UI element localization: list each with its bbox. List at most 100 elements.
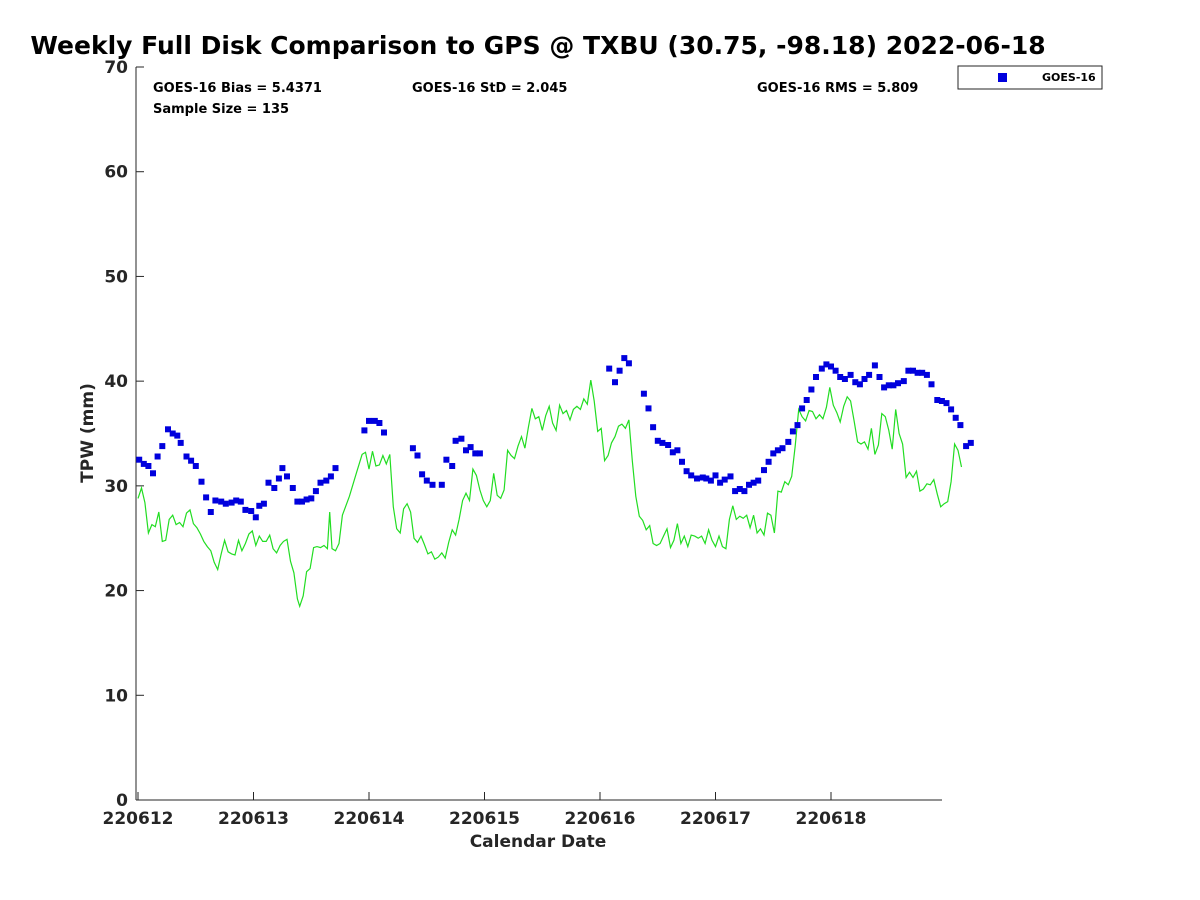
goes16-point: [625, 360, 632, 367]
goes16-point: [174, 432, 181, 439]
goes16-point: [943, 400, 950, 407]
goes16-point: [332, 465, 339, 472]
goes16-point: [449, 463, 456, 469]
goes16-point: [192, 463, 199, 469]
goes16-point: [284, 473, 290, 480]
goes16-point: [252, 514, 259, 521]
goes16-point: [765, 458, 772, 465]
goes16-point: [779, 445, 786, 452]
goes16-point: [799, 405, 806, 412]
goes16-point: [650, 424, 657, 431]
goes16-point: [837, 374, 844, 380]
goes16-point: [279, 465, 286, 472]
goes16-point: [736, 486, 743, 492]
goes16-point: [828, 363, 834, 370]
goes16-point: [317, 479, 324, 486]
goes16-point: [177, 439, 184, 446]
goes16-point: [467, 444, 474, 451]
chart-title: Weekly Full Disk Comparison to GPS @ TXB…: [30, 31, 1045, 60]
goes16-point: [289, 485, 296, 491]
goes16-point: [895, 380, 901, 387]
goes16-point: [414, 452, 421, 459]
goes16-point: [832, 367, 839, 374]
goes16-point: [159, 443, 166, 450]
goes16-point: [256, 502, 263, 509]
goes16-point: [890, 382, 897, 389]
goes16-point: [688, 472, 695, 479]
goes16-point: [299, 498, 305, 505]
goes16-point: [856, 381, 863, 388]
x-tick-label: 220615: [449, 809, 520, 829]
goes16-point: [308, 495, 315, 502]
goes16-point: [476, 450, 483, 457]
y-axis-label: TPW (mm): [78, 383, 98, 483]
goes16-point: [323, 477, 330, 484]
goes16-point: [876, 374, 883, 380]
goes16-point: [136, 456, 143, 463]
goes16-point: [813, 374, 819, 380]
goes16-point: [841, 376, 848, 382]
goes16-point: [669, 449, 676, 456]
goes16-point: [458, 435, 465, 442]
goes16-point: [967, 439, 974, 446]
goes16-point: [818, 365, 825, 372]
goes16-point: [699, 474, 706, 481]
goes16-point: [212, 497, 219, 504]
goes16-point: [928, 381, 935, 388]
goes16-point: [207, 509, 214, 515]
goes16-point: [683, 468, 690, 475]
goes16-point: [376, 420, 383, 426]
x-tick-label: 220618: [796, 809, 867, 829]
x-tick-label: 220614: [334, 809, 405, 829]
goes16-point: [694, 475, 700, 482]
goes16-point: [794, 422, 801, 429]
goes16-point: [165, 426, 171, 433]
x-tick-label: 220617: [680, 809, 751, 829]
goes16-point: [712, 472, 719, 479]
goes16-point: [755, 477, 762, 484]
goes16-point: [938, 398, 945, 404]
goes16-point: [934, 397, 941, 403]
goes16-point: [750, 479, 757, 486]
y-tick-label: 30: [104, 477, 128, 497]
goes16-point: [169, 430, 176, 437]
goes16-point: [183, 453, 190, 460]
goes16-point: [294, 498, 301, 505]
goes16-point: [472, 450, 479, 457]
goes16-point: [871, 362, 878, 369]
goes16-point: [659, 439, 666, 446]
goes16-point: [741, 488, 748, 495]
goes16-point: [866, 371, 873, 378]
goes16-point: [905, 367, 912, 374]
goes16-point: [654, 437, 661, 444]
goes16-point: [381, 429, 387, 436]
goes16-point: [727, 473, 734, 480]
goes16-point: [443, 456, 450, 463]
goes16-point: [612, 379, 618, 386]
series-markers-goes16: [136, 355, 974, 521]
goes16-point: [674, 447, 681, 454]
goes16-point: [154, 453, 161, 460]
goes16-point: [361, 427, 368, 434]
goes16-point: [852, 379, 859, 386]
plot-area: [136, 67, 942, 800]
goes16-point: [275, 475, 282, 482]
y-ticks: 0 10 20 30 40 50 60 70: [104, 58, 144, 811]
goes16-point: [703, 475, 710, 482]
stat-bias: GOES-16 Bias = 5.4371: [153, 81, 322, 96]
goes16-point: [823, 361, 830, 368]
goes16-point: [665, 442, 672, 448]
goes16-point: [910, 367, 916, 374]
goes16-point: [770, 450, 777, 457]
y-tick-label: 0: [116, 791, 128, 811]
goes16-point: [721, 476, 728, 483]
goes16-point: [761, 467, 767, 474]
goes16-point: [746, 481, 752, 488]
goes16-point: [861, 376, 868, 382]
goes16-point: [463, 447, 469, 454]
goes16-point: [228, 499, 235, 506]
legend-marker-goes16: [998, 73, 1007, 82]
goes16-point: [237, 498, 244, 505]
goes16-point: [963, 443, 970, 450]
